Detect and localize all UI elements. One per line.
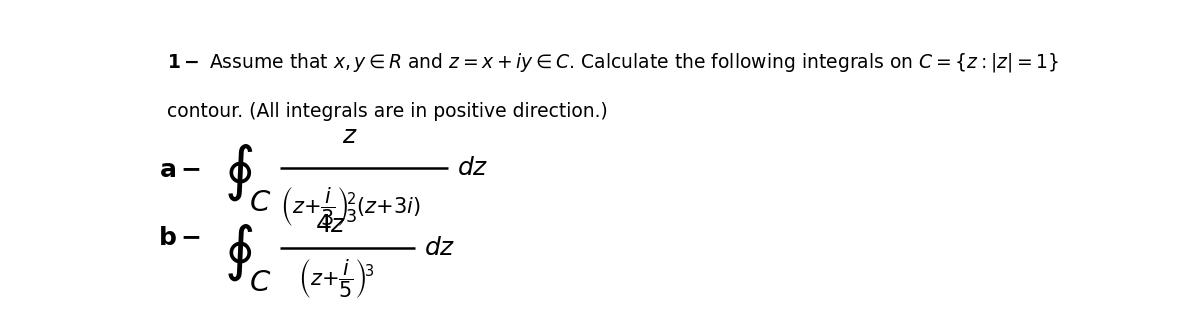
Text: $\left(z{+}\dfrac{i}{3}\right)^{\!2}(z{+}3i)$: $\left(z{+}\dfrac{i}{3}\right)^{\!2}(z{+… <box>280 185 420 228</box>
Text: $\oint_{\!C}$: $\oint_{\!C}$ <box>224 143 271 213</box>
Text: $\mathbf{a-}$: $\mathbf{a-}$ <box>160 158 202 183</box>
Text: contour. (All integrals are in positive direction.): contour. (All integrals are in positive … <box>167 102 607 121</box>
Text: $dz$: $dz$ <box>425 236 456 260</box>
Text: $4z^3$: $4z^3$ <box>316 211 356 238</box>
Text: $z$: $z$ <box>342 124 358 148</box>
Text: $\oint_{\!C}$: $\oint_{\!C}$ <box>224 223 271 293</box>
Text: $\mathbf{1-}$ Assume that $x, y \in R$ and $z = x + iy \in C$. Calculate the fol: $\mathbf{1-}$ Assume that $x, y \in R$ a… <box>167 51 1058 73</box>
Text: $dz$: $dz$ <box>457 156 488 180</box>
Text: $\left(z{+}\dfrac{i}{5}\right)^{\!3}$: $\left(z{+}\dfrac{i}{5}\right)^{\!3}$ <box>298 257 374 300</box>
Text: $\mathbf{b-}$: $\mathbf{b-}$ <box>158 225 202 250</box>
